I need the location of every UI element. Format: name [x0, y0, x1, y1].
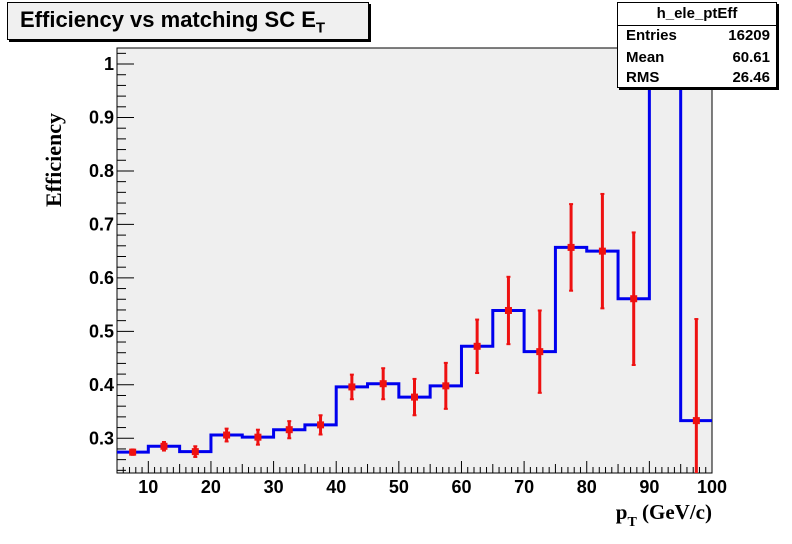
data-point	[317, 421, 325, 429]
y-tick-label: 0.4	[89, 375, 114, 395]
x-tick-label: 90	[639, 477, 659, 497]
stats-key: Mean	[626, 49, 665, 66]
stats-row-entries: Entries 16209	[626, 27, 770, 48]
x-tick-label: 30	[264, 477, 284, 497]
chart-title-main: Efficiency vs matching SC E	[20, 7, 316, 32]
data-point	[254, 433, 262, 441]
data-point	[442, 382, 450, 390]
x-tick-label: 20	[201, 477, 221, 497]
x-tick-label: 40	[326, 477, 346, 497]
stats-row-mean: Mean 60.61	[626, 49, 770, 70]
data-point	[129, 448, 137, 456]
y-tick-label: 0.9	[89, 107, 114, 127]
y-axis-label: Efficiency	[41, 113, 66, 207]
data-point	[598, 247, 606, 255]
data-point	[536, 348, 544, 356]
x-axis-label: pT (GeV/c)	[616, 500, 712, 530]
data-point	[285, 426, 293, 434]
x-tick-label: 10	[138, 477, 158, 497]
x-axis-label-rest: (GeV/c)	[637, 500, 712, 524]
data-point	[473, 342, 481, 350]
x-tick-label: 50	[389, 477, 409, 497]
x-tick-label: 100	[697, 477, 727, 497]
data-point	[191, 448, 199, 456]
data-point	[160, 442, 168, 450]
data-point	[379, 380, 387, 388]
stats-value: 16209	[728, 27, 770, 44]
x-axis-label-main: p	[616, 500, 628, 524]
stats-box: h_ele_ptEff Entries 16209 Mean 60.61 RMS…	[617, 2, 777, 88]
stats-row-rms: RMS 26.46	[626, 69, 770, 90]
chart-title: Efficiency vs matching SC ET	[20, 7, 325, 36]
data-point	[567, 243, 575, 251]
chart-title-subscript: T	[315, 19, 326, 37]
y-tick-label: 0.7	[89, 214, 114, 234]
x-axis-label-sub: T	[627, 515, 637, 530]
stats-value: 26.46	[732, 69, 770, 86]
data-point	[411, 393, 418, 401]
data-point	[630, 295, 638, 303]
x-tick-label: 80	[577, 477, 597, 497]
x-tick-label: 60	[451, 477, 471, 497]
y-tick-label: 0.6	[89, 268, 114, 288]
data-point	[504, 306, 512, 314]
data-point	[348, 383, 356, 391]
y-tick-label: 0.5	[89, 321, 114, 341]
data-point	[223, 431, 231, 439]
title-box: Efficiency vs matching SC ET	[7, 2, 369, 40]
y-tick-label: 0.8	[89, 161, 114, 181]
stats-key: Entries	[626, 27, 677, 44]
x-tick-label: 70	[514, 477, 534, 497]
stats-value: 60.61	[732, 49, 770, 66]
stats-histogram-name: h_ele_ptEff	[618, 3, 776, 26]
axes: 10 20 30 40 50 60 70 80 90 100 0.3 0.4 0.5 0.6 0.7 0.8 0…	[89, 52, 727, 497]
y-tick-label: 1	[104, 54, 114, 74]
y-tick-label: 0.3	[89, 428, 114, 448]
data-point	[692, 417, 700, 425]
stats-key: RMS	[626, 69, 660, 86]
data-points-series	[129, 60, 700, 473]
